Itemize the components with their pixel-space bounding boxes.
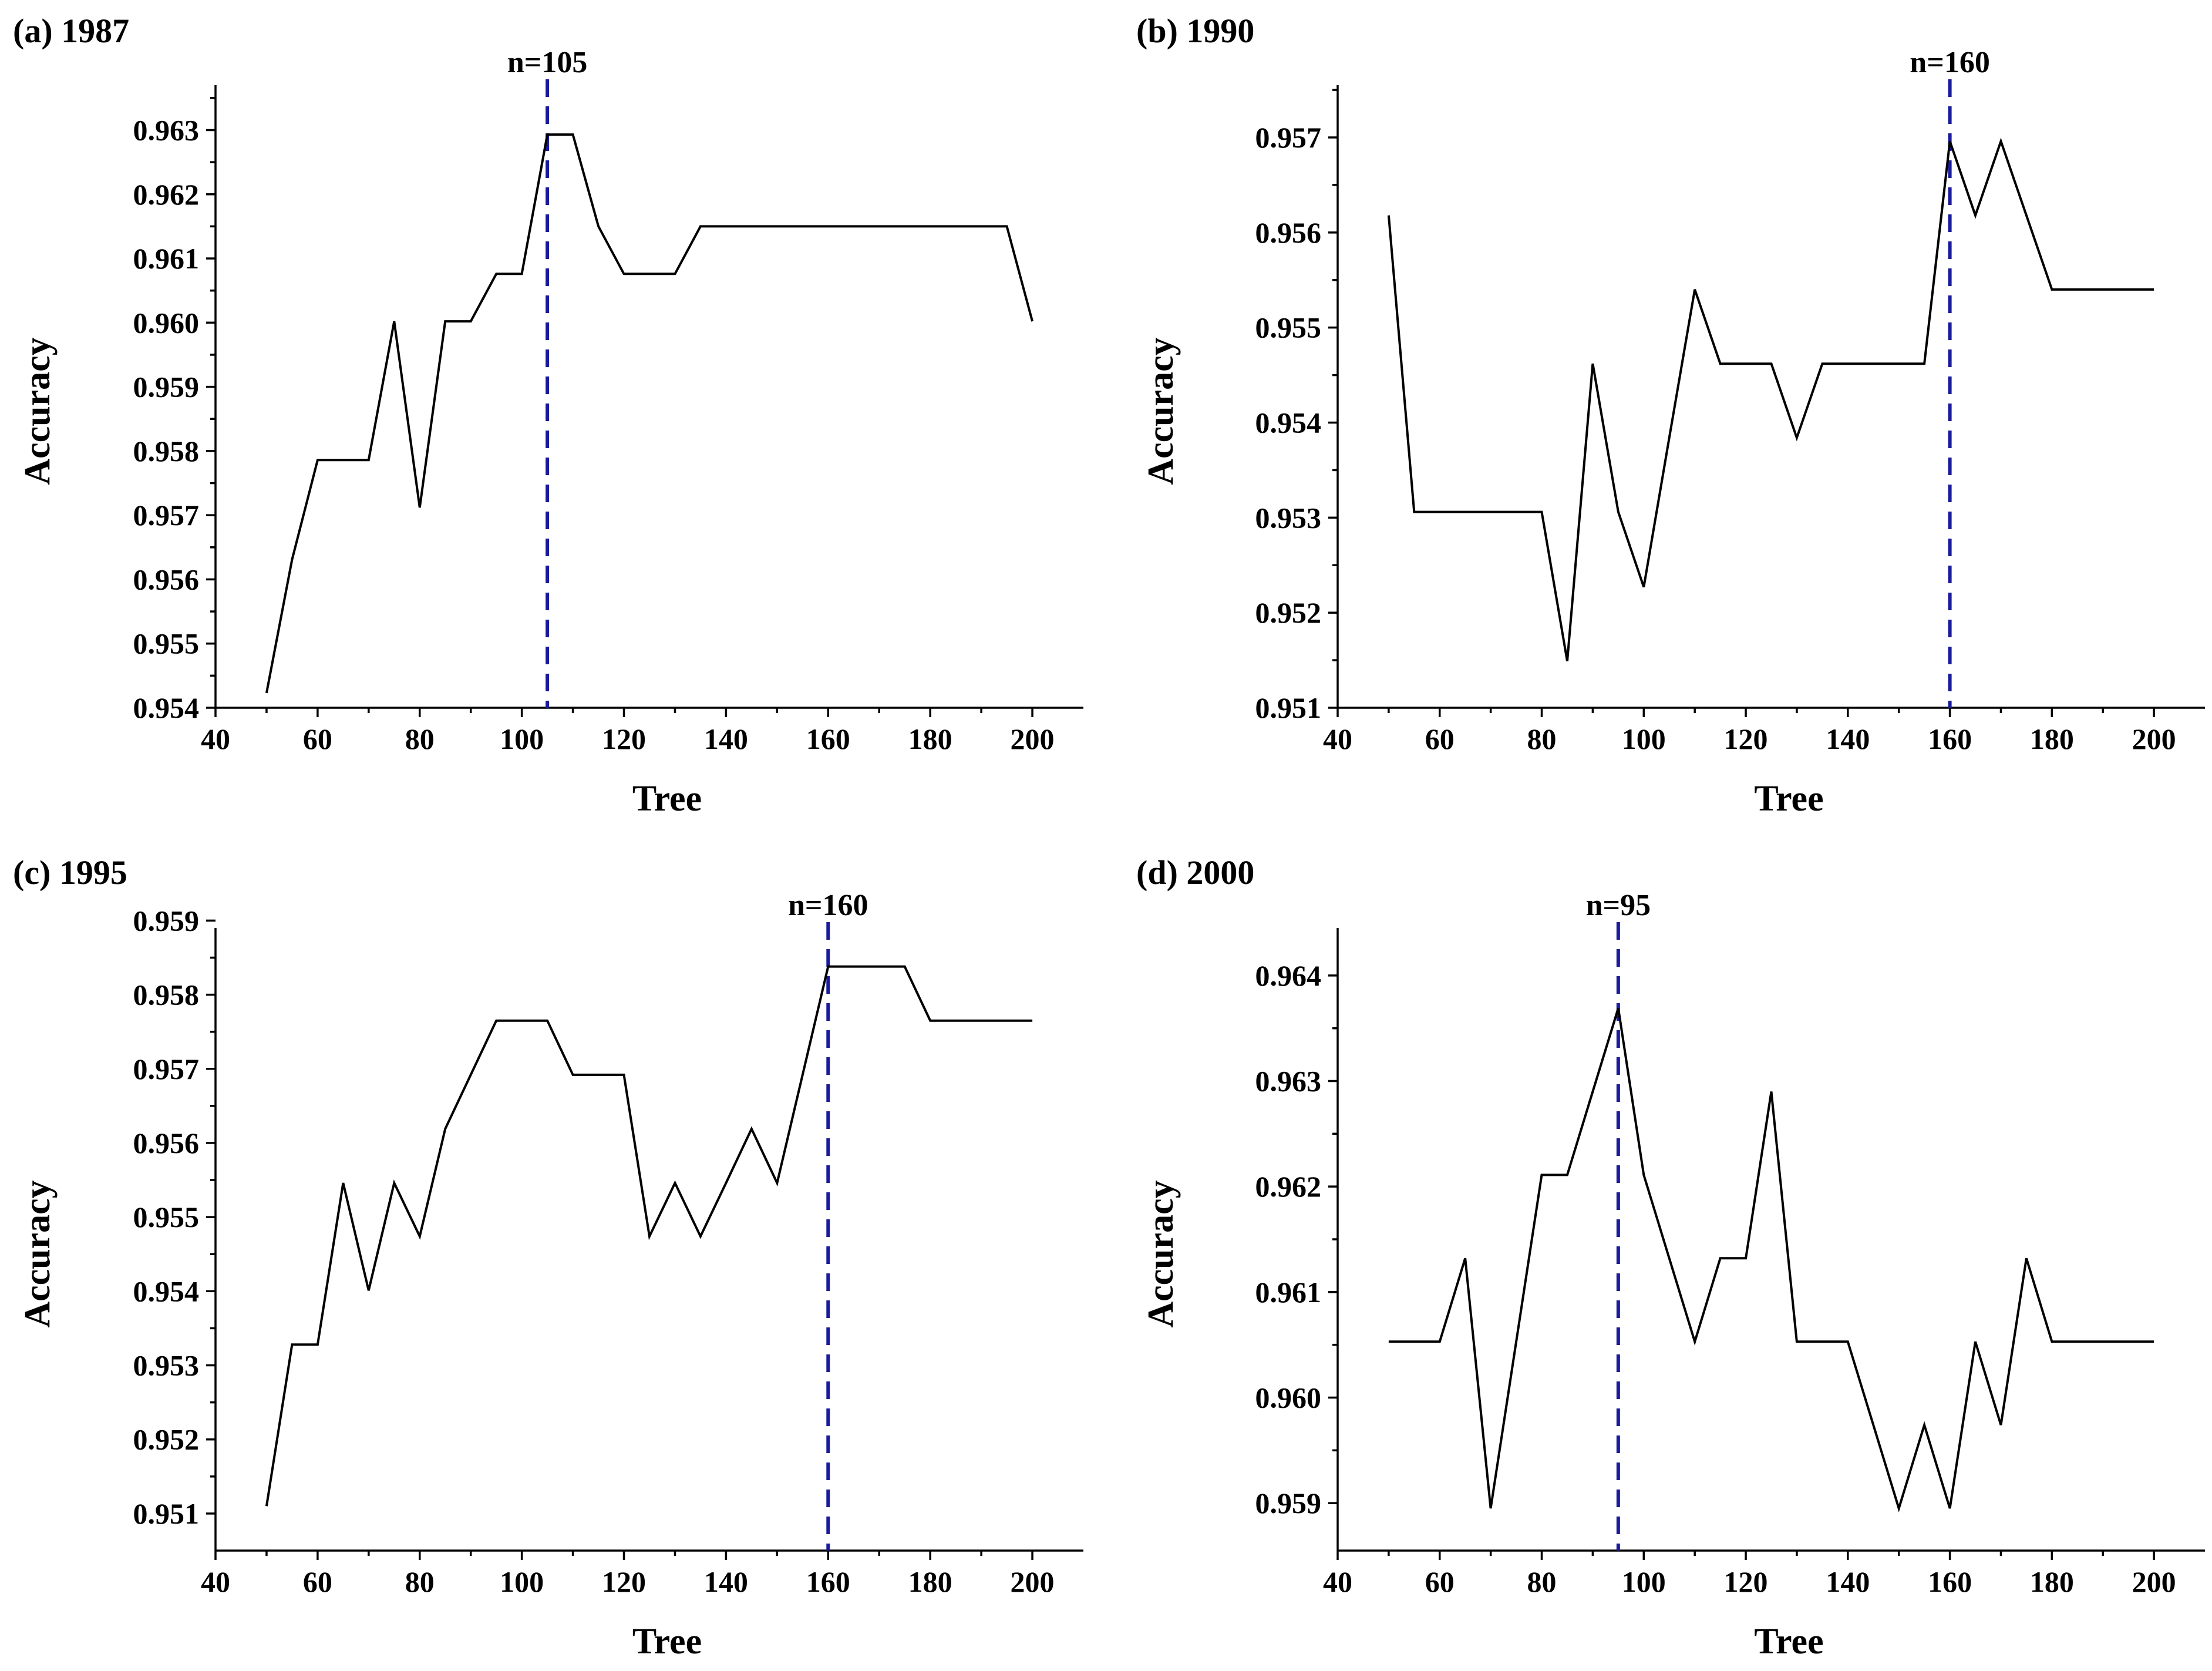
y-tick-label: 0.955 xyxy=(1255,311,1322,344)
x-tick-label: 60 xyxy=(1425,1565,1455,1598)
x-tick-label: 60 xyxy=(303,722,332,755)
y-tick-label: 0.954 xyxy=(1255,406,1322,439)
y-tick-label: 0.962 xyxy=(133,178,200,211)
y-tick-label: 0.951 xyxy=(133,1497,200,1530)
optimal-tree-marker-label: n=105 xyxy=(507,46,588,79)
y-tick-label: 0.961 xyxy=(133,242,200,275)
x-tick-label: 60 xyxy=(1425,722,1455,755)
optimal-tree-marker-label: n=160 xyxy=(1910,46,1990,79)
x-tick-label: 160 xyxy=(806,1565,850,1598)
x-tick-label: 100 xyxy=(500,722,544,755)
y-tick-label: 0.952 xyxy=(1255,596,1322,629)
panel-b: (b) 1990 40 60 80 100 120 140 160 180 200 0.951 0.9… xyxy=(1136,12,2205,819)
x-tick-label: 80 xyxy=(1527,1565,1557,1598)
y-tick-label: 0.951 xyxy=(1255,691,1322,724)
y-tick-label: 0.963 xyxy=(133,113,200,146)
panel-title: (d) 2000 xyxy=(1136,853,1254,892)
x-tick-label: 180 xyxy=(908,1565,952,1598)
y-tick-label: 0.957 xyxy=(133,499,200,532)
x-tick-label: 200 xyxy=(1011,1565,1055,1598)
x-tick-label: 40 xyxy=(1323,722,1352,755)
x-tick-label: 160 xyxy=(1928,722,1972,755)
x-tick-label: 100 xyxy=(500,1565,544,1598)
x-tick-label: 200 xyxy=(2132,1565,2176,1598)
y-tick-label: 0.954 xyxy=(133,1275,200,1307)
panel-title: (b) 1990 xyxy=(1136,12,1254,50)
x-tick-label: 40 xyxy=(1323,1565,1352,1598)
panel-d: (d) 2000 40 60 80 100 120 140 160 180 200 0.959 0.9… xyxy=(1136,853,2205,1662)
x-tick-label: 160 xyxy=(1928,1565,1972,1598)
x-tick-label: 100 xyxy=(1622,722,1666,755)
y-tick-label: 0.952 xyxy=(133,1423,200,1456)
y-axis-label: Accuracy xyxy=(1141,1180,1181,1327)
panel-title: (a) 1987 xyxy=(13,12,129,50)
x-tick-label: 40 xyxy=(201,1565,230,1598)
x-tick-label: 80 xyxy=(1527,722,1557,755)
y-tick-label: 0.957 xyxy=(133,1053,200,1085)
y-tick-label: 0.956 xyxy=(133,563,200,596)
y-tick-label: 0.958 xyxy=(133,979,200,1011)
x-tick-label: 80 xyxy=(405,722,435,755)
y-tick-label: 0.958 xyxy=(133,435,200,468)
y-tick-label: 0.956 xyxy=(1255,216,1322,249)
y-tick-label: 0.961 xyxy=(1255,1276,1322,1309)
x-axis-label: Tree xyxy=(632,779,702,819)
x-tick-label: 140 xyxy=(704,1565,748,1598)
y-tick-label: 0.959 xyxy=(1255,1487,1322,1519)
x-tick-label: 200 xyxy=(1011,722,1055,755)
x-axis-label: Tree xyxy=(1754,779,1823,819)
x-tick-label: 80 xyxy=(405,1565,435,1598)
y-tick-label: 0.964 xyxy=(1255,959,1322,992)
y-tick-label: 0.953 xyxy=(133,1349,200,1382)
x-tick-label: 180 xyxy=(2030,1565,2074,1598)
y-tick-label: 0.962 xyxy=(1255,1170,1322,1203)
x-tick-label: 180 xyxy=(908,722,952,755)
accuracy-series-line xyxy=(265,965,1033,1507)
x-tick-label: 140 xyxy=(704,722,748,755)
y-tick-label: 0.960 xyxy=(1255,1381,1322,1414)
panel-title: (c) 1995 xyxy=(13,853,127,892)
x-tick-label: 140 xyxy=(1826,1565,1870,1598)
accuracy-series-line xyxy=(1388,1007,2154,1512)
accuracy-series-line xyxy=(265,133,1034,694)
y-tick-label: 0.955 xyxy=(133,1201,200,1233)
x-tick-label: 120 xyxy=(1724,1565,1768,1598)
x-axis-label: Tree xyxy=(632,1622,702,1662)
y-axis-label: Accuracy xyxy=(1141,337,1181,485)
y-tick-label: 0.960 xyxy=(133,306,200,339)
x-tick-label: 120 xyxy=(602,722,646,755)
x-tick-label: 120 xyxy=(602,1565,646,1598)
y-tick-label: 0.954 xyxy=(133,691,200,724)
x-tick-label: 40 xyxy=(201,722,230,755)
optimal-tree-marker-label: n=95 xyxy=(1586,889,1651,922)
panel-c: (c) 1995 40 60 80 100 120 140 160 180 200 0.951 0.9… xyxy=(13,853,1083,1662)
optimal-tree-marker-label: n=160 xyxy=(788,889,868,922)
x-tick-label: 160 xyxy=(806,722,850,755)
y-tick-label: 0.959 xyxy=(133,904,200,937)
x-tick-label: 120 xyxy=(1724,722,1768,755)
y-axis-label: Accuracy xyxy=(18,337,58,485)
x-tick-label: 60 xyxy=(303,1565,332,1598)
y-tick-label: 0.956 xyxy=(133,1127,200,1159)
y-tick-label: 0.959 xyxy=(133,371,200,404)
y-tick-label: 0.953 xyxy=(1255,501,1322,534)
x-tick-label: 200 xyxy=(2132,722,2176,755)
y-axis-label: Accuracy xyxy=(18,1180,58,1327)
x-tick-label: 140 xyxy=(1826,722,1870,755)
y-tick-label: 0.955 xyxy=(133,627,200,660)
y-tick-label: 0.957 xyxy=(1255,121,1322,154)
accuracy-series-line xyxy=(1387,137,2154,662)
panel-a: (a) 1987 40 60 80 100 120 140 160 180 200 0.954 0.9… xyxy=(13,12,1083,819)
x-tick-label: 180 xyxy=(2030,722,2074,755)
x-axis-label: Tree xyxy=(1754,1622,1823,1662)
x-tick-label: 100 xyxy=(1622,1565,1666,1598)
y-tick-label: 0.963 xyxy=(1255,1065,1322,1098)
